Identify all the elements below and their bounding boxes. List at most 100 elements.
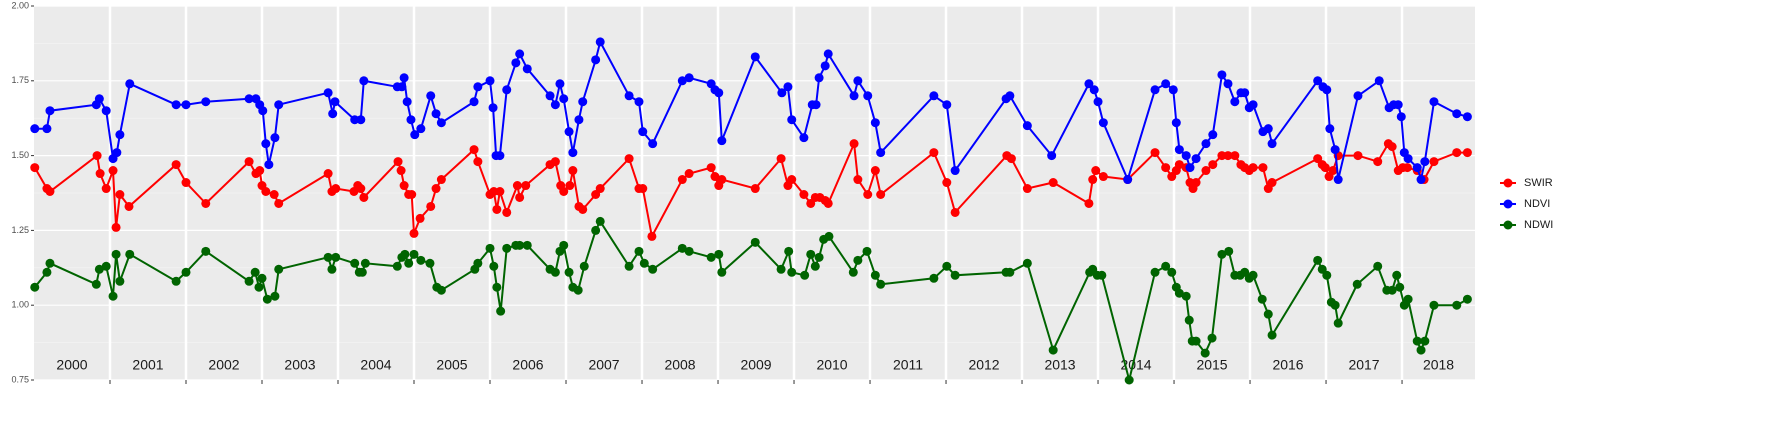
data-point bbox=[406, 115, 416, 125]
data-point bbox=[647, 231, 657, 241]
data-point bbox=[1373, 261, 1383, 271]
data-point bbox=[578, 204, 588, 214]
data-point bbox=[357, 267, 367, 277]
data-point bbox=[950, 207, 960, 217]
data-point bbox=[1084, 198, 1094, 208]
data-point bbox=[492, 204, 502, 214]
data-point bbox=[638, 184, 648, 194]
data-point bbox=[171, 100, 181, 110]
data-point bbox=[1022, 258, 1032, 268]
year-label: 2005 bbox=[436, 357, 467, 373]
data-point bbox=[108, 166, 118, 176]
data-point bbox=[1184, 315, 1194, 325]
legend-marker bbox=[1503, 220, 1513, 230]
data-point bbox=[262, 294, 272, 304]
data-point bbox=[409, 249, 419, 259]
data-point bbox=[1416, 175, 1426, 185]
data-point bbox=[810, 261, 820, 271]
data-point bbox=[1322, 85, 1332, 95]
data-point bbox=[579, 261, 589, 271]
data-point bbox=[634, 97, 644, 107]
year-label: 2011 bbox=[893, 357, 923, 373]
data-point bbox=[331, 252, 341, 262]
data-point bbox=[181, 267, 191, 277]
data-point bbox=[1387, 142, 1397, 152]
data-point bbox=[1208, 160, 1218, 170]
data-point bbox=[950, 270, 960, 280]
data-point bbox=[356, 115, 366, 125]
data-point bbox=[595, 37, 605, 47]
data-point bbox=[1452, 148, 1462, 158]
data-point bbox=[714, 88, 724, 98]
data-point bbox=[800, 270, 810, 280]
data-point bbox=[639, 258, 649, 268]
data-point bbox=[578, 97, 588, 107]
data-point bbox=[350, 258, 360, 268]
data-point bbox=[1320, 163, 1330, 173]
data-point bbox=[42, 124, 52, 134]
data-point bbox=[1150, 148, 1160, 158]
data-point bbox=[1420, 157, 1430, 167]
data-point bbox=[942, 178, 952, 188]
year-label: 2015 bbox=[1196, 357, 1227, 373]
data-point bbox=[409, 228, 419, 238]
data-point bbox=[269, 189, 279, 199]
data-point bbox=[624, 261, 634, 271]
data-point bbox=[436, 285, 446, 295]
data-point bbox=[750, 184, 760, 194]
data-point bbox=[270, 291, 280, 301]
year-label: 2012 bbox=[968, 357, 999, 373]
data-point bbox=[863, 91, 873, 101]
data-point bbox=[684, 246, 694, 256]
data-point bbox=[400, 249, 410, 259]
data-point bbox=[92, 151, 102, 161]
data-point bbox=[876, 148, 886, 158]
data-point bbox=[706, 252, 716, 262]
data-point bbox=[677, 76, 687, 86]
year-label: 2008 bbox=[664, 357, 695, 373]
data-point bbox=[274, 198, 284, 208]
data-point bbox=[1230, 151, 1240, 161]
data-point bbox=[706, 163, 716, 173]
data-point bbox=[502, 85, 512, 95]
data-point bbox=[555, 79, 565, 89]
data-point bbox=[876, 279, 886, 289]
data-point bbox=[550, 157, 560, 167]
data-point bbox=[1084, 79, 1094, 89]
data-point bbox=[1248, 270, 1258, 280]
data-point bbox=[323, 252, 333, 262]
data-point bbox=[1098, 118, 1108, 128]
data-point bbox=[1267, 139, 1277, 149]
data-point bbox=[244, 276, 254, 286]
data-point bbox=[264, 160, 274, 170]
year-label: 2013 bbox=[1044, 357, 1075, 373]
data-point bbox=[115, 130, 125, 140]
data-point bbox=[1174, 160, 1184, 170]
data-point bbox=[1005, 91, 1015, 101]
data-point bbox=[30, 124, 40, 134]
data-point bbox=[91, 279, 101, 289]
data-point bbox=[410, 130, 420, 140]
data-point bbox=[717, 267, 727, 277]
data-point bbox=[876, 189, 886, 199]
data-point bbox=[469, 97, 479, 107]
data-point bbox=[863, 189, 873, 199]
data-point bbox=[1088, 175, 1098, 185]
data-point bbox=[824, 231, 834, 241]
data-point bbox=[1374, 76, 1384, 86]
data-point bbox=[942, 100, 952, 110]
data-point bbox=[111, 222, 121, 232]
data-point bbox=[559, 187, 569, 197]
data-point bbox=[331, 184, 341, 194]
data-point bbox=[1416, 345, 1426, 355]
data-point bbox=[677, 175, 687, 185]
data-point bbox=[595, 184, 605, 194]
data-point bbox=[1191, 336, 1201, 346]
data-point bbox=[1207, 333, 1217, 343]
data-point bbox=[684, 169, 694, 179]
data-point bbox=[431, 109, 441, 119]
data-point bbox=[1047, 151, 1057, 161]
data-point bbox=[634, 246, 644, 256]
data-point bbox=[1248, 163, 1258, 173]
data-point bbox=[624, 91, 634, 101]
